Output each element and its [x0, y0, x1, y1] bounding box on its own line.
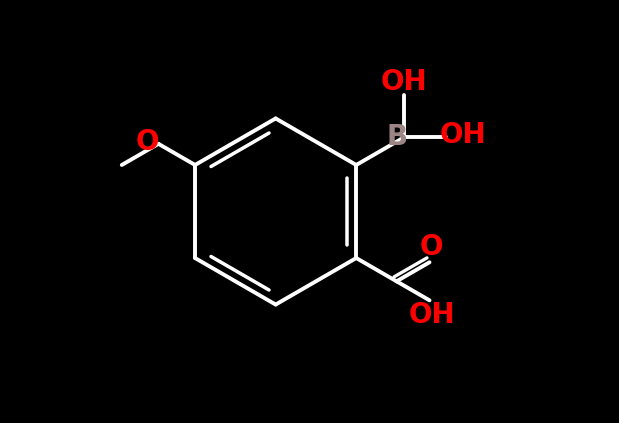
Text: OH: OH: [409, 301, 455, 329]
Text: OH: OH: [381, 69, 427, 96]
Text: O: O: [420, 233, 443, 261]
Text: OH: OH: [439, 121, 487, 149]
Text: B: B: [387, 123, 408, 151]
Text: O: O: [136, 128, 160, 156]
